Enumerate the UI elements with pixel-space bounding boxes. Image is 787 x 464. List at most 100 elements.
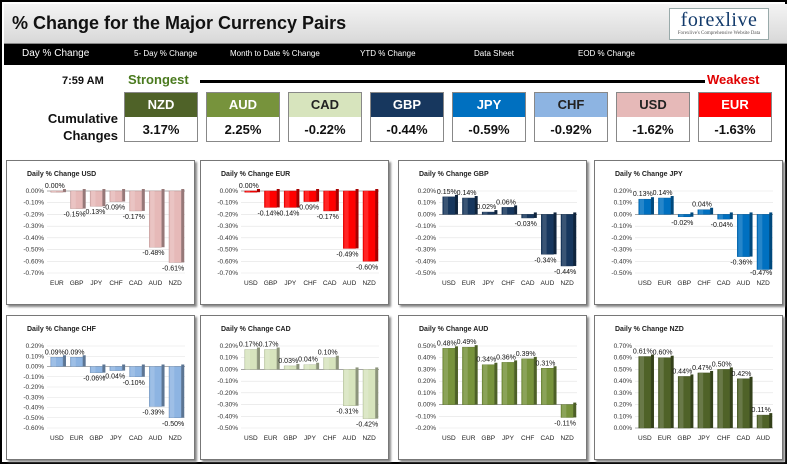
- x-tick-label: JPY: [90, 280, 103, 287]
- chart-title: Daily % Change CAD: [221, 326, 291, 333]
- bar-highlight: [443, 196, 449, 215]
- bar-highlight: [698, 372, 704, 428]
- data-label: 0.10%: [318, 350, 338, 357]
- chart-panel-aud: Daily % Change AUD 0.50% 0.40% 0.30% 0.20% 0.…: [398, 315, 587, 460]
- bar-side: [533, 356, 537, 405]
- currency-value: -0.44%: [386, 122, 428, 137]
- data-label: 0.50%: [712, 361, 732, 368]
- x-tick-label: JPY: [304, 435, 317, 442]
- currency-box-usd: USD -1.62%: [616, 92, 690, 142]
- bar: [303, 364, 317, 370]
- nav-day-change[interactable]: Day % Change: [22, 48, 90, 59]
- bar-side: [454, 346, 458, 405]
- x-tick-label: USD: [442, 280, 456, 287]
- currency-box-eur: EUR -1.63%: [698, 92, 772, 142]
- y-tick-label: 0.00%: [418, 211, 437, 218]
- bar-highlight: [245, 349, 251, 370]
- x-tick-label: CAD: [541, 435, 555, 442]
- bar-highlight: [324, 357, 329, 370]
- y-tick-label: 0.00%: [26, 364, 45, 371]
- bar-side: [181, 364, 185, 418]
- forexlive-logo[interactable]: forexlive Forexlive's Comprehensive Webs…: [669, 8, 769, 40]
- x-tick-label: CHF: [109, 280, 122, 287]
- y-tick-label: 0.10%: [26, 353, 45, 360]
- bar-side: [82, 189, 86, 209]
- x-tick-label: JPY: [502, 435, 515, 442]
- y-tick-label: 0.10%: [614, 200, 633, 207]
- y-tick-label: -0.10%: [23, 374, 44, 381]
- currency-value: 2.25%: [224, 122, 262, 137]
- y-tick-label: 0.70%: [614, 343, 633, 350]
- x-tick-label: GBP: [677, 435, 691, 442]
- nav-data-sheet[interactable]: Data Sheet: [474, 49, 515, 58]
- y-tick-label: -0.50%: [217, 247, 238, 254]
- bar-highlight: [522, 214, 527, 218]
- y-tick-label: -0.50%: [415, 270, 436, 277]
- bar-highlight: [110, 366, 116, 371]
- bar-highlight: [265, 191, 270, 208]
- data-label: 0.17%: [259, 342, 279, 349]
- bar-side: [514, 360, 518, 405]
- nav-eod-change[interactable]: EOD % Change: [578, 49, 635, 58]
- chart-panel-jpy: Daily % Change JPY 0.20% 0.10% 0.00% -0.10% -…: [594, 160, 783, 305]
- x-tick-label: CHF: [323, 435, 336, 442]
- x-tick-label: NZD: [362, 435, 376, 442]
- bar-highlight: [502, 207, 508, 215]
- y-tick-label: -0.50%: [217, 425, 238, 432]
- bar: [89, 366, 103, 373]
- currency-value: -0.59%: [468, 122, 510, 137]
- x-tick-label: USD: [638, 280, 652, 287]
- currency-value: -0.92%: [550, 122, 592, 137]
- bar-side: [494, 362, 498, 405]
- logo-tagline: Forexlive's Comprehensive Website Data: [677, 31, 761, 36]
- x-tick-label: AUD: [737, 280, 751, 287]
- bar-highlight: [91, 191, 96, 207]
- bar-highlight: [738, 378, 743, 428]
- strength-arrow-line: [200, 80, 705, 83]
- currency-name: USD: [617, 93, 689, 117]
- chart-panel-usd: Daily % Change USD 0.00% -0.10% -0.20% -0.30…: [6, 160, 195, 305]
- bar-side: [474, 196, 478, 215]
- bar-side: [161, 364, 165, 407]
- bar-side: [256, 189, 260, 193]
- nav-ytd-change[interactable]: YTD % Change: [360, 49, 416, 58]
- y-tick-label: -0.40%: [217, 235, 238, 242]
- data-label: -0.50%: [162, 421, 184, 428]
- y-tick-label: -0.10%: [23, 200, 44, 207]
- bar-side: [355, 189, 359, 249]
- data-label: 0.42%: [731, 371, 751, 378]
- currency-box-nzd: NZD 3.17%: [124, 92, 198, 142]
- nav-5-day-change[interactable]: 5- Day % Change: [134, 49, 198, 58]
- chart-title: Daily % Change CHF: [27, 326, 97, 333]
- data-label: 0.48%: [437, 340, 457, 347]
- bar-side: [161, 189, 165, 248]
- data-label: -0.11%: [554, 420, 576, 427]
- chart-chf: Daily % Change CHF0.20%0.10%0.00%-0.10%-…: [23, 326, 185, 442]
- y-tick-label: 0.60%: [614, 355, 633, 362]
- bar-side: [335, 355, 339, 370]
- bar: [677, 214, 691, 218]
- bar-highlight: [483, 364, 488, 405]
- bar-highlight: [364, 369, 369, 419]
- y-tick-label: -0.20%: [23, 384, 44, 391]
- data-label: 0.14%: [457, 190, 477, 197]
- y-tick-label: 0.20%: [418, 378, 437, 385]
- data-label: 0.09%: [65, 349, 85, 356]
- bar-highlight: [562, 214, 567, 266]
- chart-title: Daily % Change NZD: [615, 326, 684, 333]
- data-label: 0.49%: [457, 339, 477, 346]
- x-tick-label: AUD: [149, 435, 163, 442]
- bar-highlight: [130, 366, 135, 377]
- bar-highlight: [51, 357, 57, 367]
- x-tick-label: CAD: [521, 280, 535, 287]
- currency-name: GBP: [371, 93, 443, 117]
- bar-highlight: [522, 358, 527, 405]
- y-tick-label: 0.00%: [220, 188, 239, 195]
- chart-title: Daily % Change USD: [27, 171, 96, 178]
- x-tick-label: EUR: [50, 280, 64, 287]
- nav-month-to-date-change[interactable]: Month to Date % Change: [230, 49, 320, 58]
- x-tick-label: JPY: [284, 280, 297, 287]
- x-tick-label: GBP: [264, 280, 278, 287]
- chart-nzd: Daily % Change NZD 0.70% 0.60% 0.50% 0.40% 0.…: [614, 326, 773, 442]
